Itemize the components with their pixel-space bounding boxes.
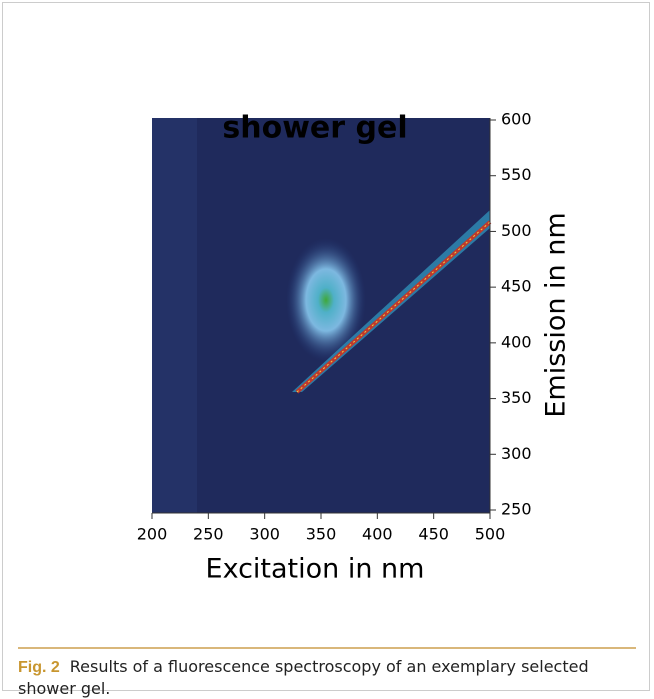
y-tick-label: 600 bbox=[501, 110, 532, 129]
x-tick-label: 200 bbox=[137, 525, 168, 544]
y-tick-label: 300 bbox=[501, 444, 532, 463]
caption-rule bbox=[18, 647, 636, 649]
y-tick-label: 550 bbox=[501, 165, 532, 184]
x-tick-label: 400 bbox=[362, 525, 393, 544]
y-tick-label: 400 bbox=[501, 332, 532, 351]
x-tick-label: 250 bbox=[193, 525, 224, 544]
x-axis-label: Excitation in nm bbox=[206, 554, 425, 585]
x-tick-label: 500 bbox=[475, 525, 506, 544]
y-tick-label: 450 bbox=[501, 277, 532, 296]
y-tick-label: 350 bbox=[501, 388, 532, 407]
heatmap-noise bbox=[152, 118, 197, 513]
x-tick-label: 300 bbox=[249, 525, 280, 544]
y-axis-label: Emission in nm bbox=[541, 212, 572, 417]
x-tick-label: 450 bbox=[418, 525, 449, 544]
y-tick-label: 250 bbox=[501, 500, 532, 519]
chart-title: shower gel bbox=[222, 111, 407, 146]
x-tick-label: 350 bbox=[306, 525, 337, 544]
caption-text: Results of a fluorescence spectroscopy o… bbox=[18, 657, 589, 698]
y-tick-label: 500 bbox=[501, 221, 532, 240]
caption-label: Fig. 2 bbox=[18, 659, 60, 676]
chart: shower gel Excitation in nm Emission in … bbox=[0, 0, 654, 640]
